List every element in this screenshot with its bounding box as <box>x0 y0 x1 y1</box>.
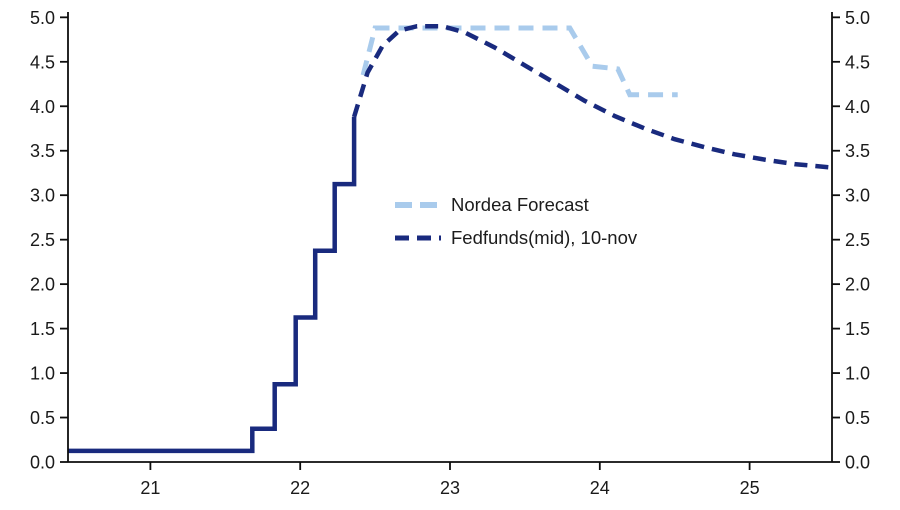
y-tick-label-right: 0.5 <box>845 408 870 428</box>
y-tick-label-right: 3.5 <box>845 141 870 161</box>
y-tick-label-right: 2.5 <box>845 230 870 250</box>
legend-swatch-fedfunds-icon <box>395 235 441 241</box>
y-tick-label-left: 2.5 <box>30 230 55 250</box>
y-tick-label-right: 2.0 <box>845 275 870 295</box>
y-tick-label-left: 5.0 <box>30 8 55 28</box>
series-nordea-forecast <box>360 25 678 98</box>
y-tick-label-left: 0.5 <box>30 408 55 428</box>
y-tick-label-right: 1.0 <box>845 364 870 384</box>
y-tick-label-left: 1.0 <box>30 364 55 384</box>
y-tick-label-left: 4.0 <box>30 97 55 117</box>
y-tick-label-left: 0.0 <box>30 453 55 473</box>
y-tick-label-left: 4.5 <box>30 52 55 72</box>
legend-label-fedfunds: Fedfunds(mid), 10-nov <box>451 227 638 248</box>
x-tick-label: 22 <box>290 478 310 498</box>
y-tick-label-left: 1.5 <box>30 319 55 339</box>
y-tick-label-right: 5.0 <box>845 8 870 28</box>
y-tick-label-left: 3.5 <box>30 141 55 161</box>
series-fedfunds-mid-10-nov-forecast <box>351 23 833 170</box>
y-tick-label-left: 2.0 <box>30 275 55 295</box>
x-tick-label: 25 <box>740 478 760 498</box>
y-tick-label-right: 1.5 <box>845 319 870 339</box>
chart-legend: Nordea Forecast Fedfunds(mid), 10-nov <box>394 192 637 251</box>
legend-label-nordea-forecast: Nordea Forecast <box>451 194 589 215</box>
series-fedfunds-mid-10-nov-historical <box>68 116 357 454</box>
x-tick-label: 23 <box>440 478 460 498</box>
x-tick-label: 21 <box>140 478 160 498</box>
y-tick-label-right: 4.5 <box>845 52 870 72</box>
legend-item-fedfunds: Fedfunds(mid), 10-nov <box>394 225 637 251</box>
y-tick-label-right: 4.0 <box>845 97 870 117</box>
legend-swatch-nordea-icon <box>395 202 441 208</box>
x-tick-label: 24 <box>590 478 610 498</box>
legend-item-nordea-forecast: Nordea Forecast <box>394 192 637 218</box>
y-tick-label-right: 0.0 <box>845 453 870 473</box>
y-tick-label-left: 3.0 <box>30 186 55 206</box>
y-tick-label-right: 3.0 <box>845 186 870 206</box>
